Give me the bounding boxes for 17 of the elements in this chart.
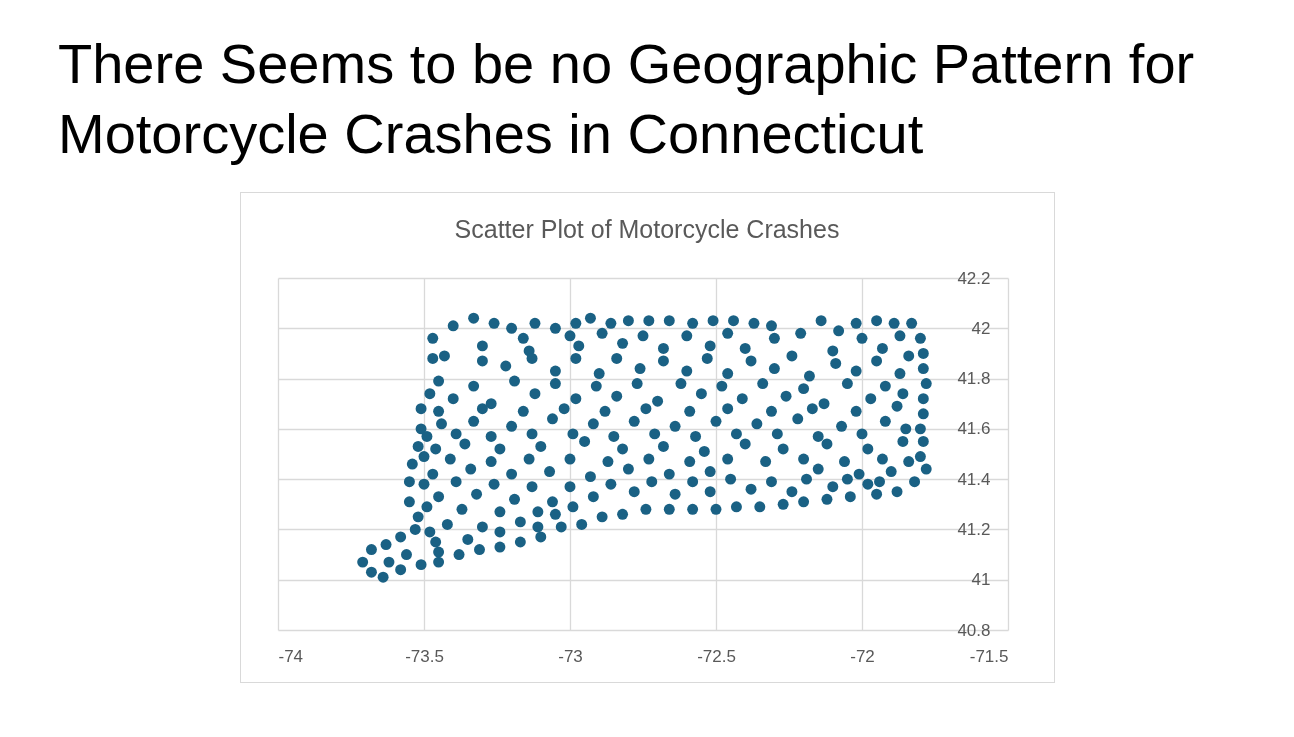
x-tick-label: -72	[850, 646, 875, 666]
y-tick-label: 41.8	[957, 369, 991, 389]
x-tick-label: -74	[278, 646, 304, 666]
y-tick-label: 41.4	[957, 469, 991, 489]
chart-title: There Seems to be no Geographic Pattern for Motorcycle Crashes in Connecticut	[58, 31, 1196, 167]
chart-subtitle: Scatter Plot of Motorcycle Crashes	[454, 215, 840, 243]
x-tick-label: -73	[558, 646, 583, 666]
x-tick-label: -71.5	[969, 646, 1009, 666]
y-tick-label: 40.8	[957, 620, 991, 640]
chart-frame: -74 -73.5 -73 -72.5 -72 -71.5 40.8 41 41.2 41.4 41.6 41.8 42 42.2 Scatter Plot of Motorcycle Crashes	[240, 192, 1055, 683]
y-tick-label: 41	[971, 570, 991, 590]
y-tick-label: 41.6	[957, 419, 991, 439]
x-tick-label: -73.5	[405, 646, 444, 666]
y-tick-label: 41.2	[957, 519, 991, 539]
y-tick-label: 42	[971, 318, 991, 338]
y-tick-label: 42.2	[957, 268, 991, 288]
x-tick-label: -72.5	[697, 646, 736, 666]
